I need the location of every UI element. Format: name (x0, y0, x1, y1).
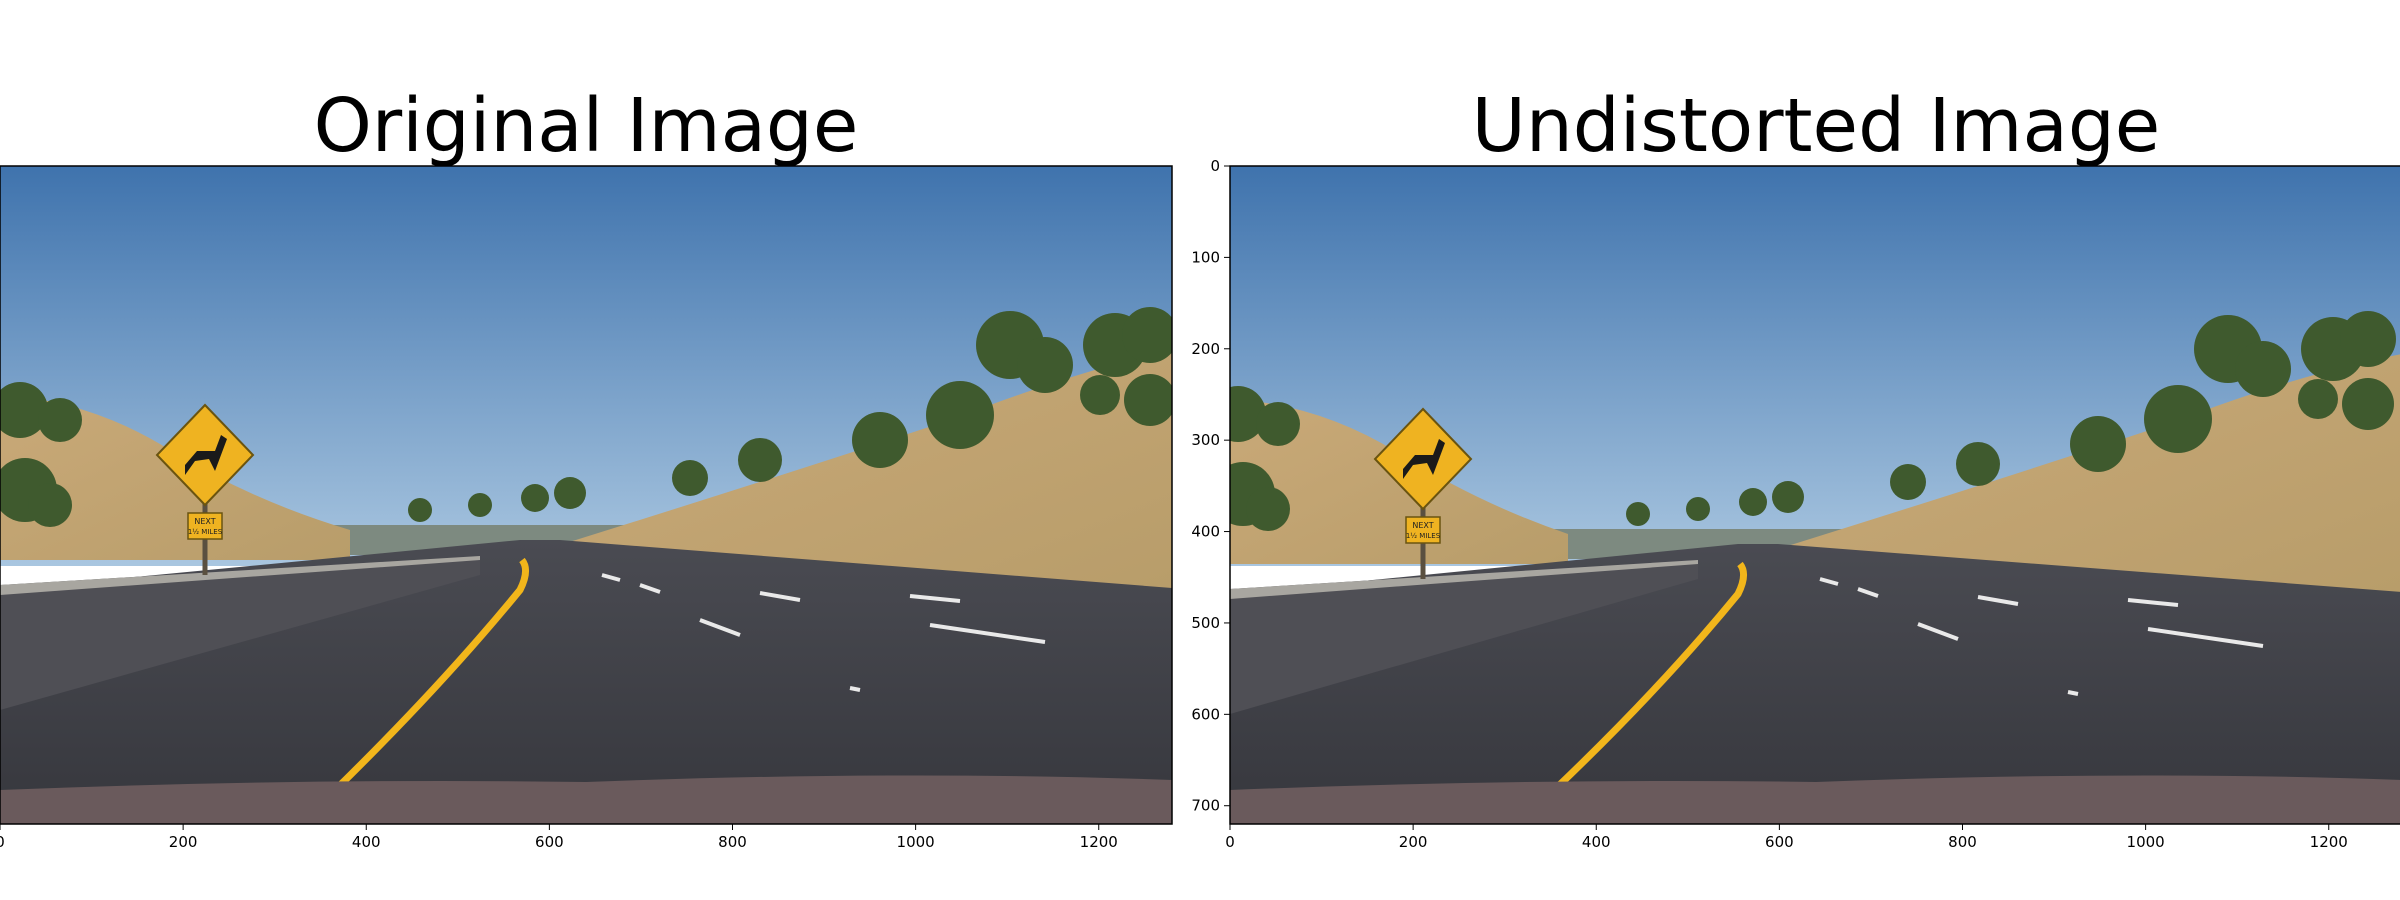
x-tick-label: 400 (1582, 833, 1611, 851)
lane-dash (699, 618, 741, 637)
x-tick-label: 600 (535, 833, 564, 851)
deer-icon (1403, 439, 1445, 479)
y-tick-label: 500 (1191, 614, 1220, 632)
original-image-panel: Original Image NEXT 1½ MILES 0 200 400 600 800… (0, 83, 1173, 851)
yellow-lane-line (1515, 561, 1747, 824)
y-tick-label: 100 (1191, 248, 1220, 266)
tree (1890, 464, 1926, 500)
y-tick-label: 400 (1191, 523, 1220, 541)
tree (468, 493, 492, 517)
barrier-top (1230, 560, 1698, 599)
y-tick-label: 600 (1191, 705, 1220, 723)
y-tick-label: 200 (1191, 340, 1220, 358)
tree (1772, 481, 1804, 513)
tree (2070, 416, 2126, 472)
lane-dash (759, 591, 801, 602)
undistorted-image-plot: NEXT 1½ MILES 0 200 400 600 800 1000 1200 0 100 200… (1191, 157, 2400, 851)
tree (1256, 402, 1300, 446)
tree (1626, 502, 1650, 526)
barrier-top (0, 556, 480, 595)
tree (1686, 497, 1710, 521)
median-barrier (1230, 560, 1698, 714)
road-photo: NEXT 1½ MILES (1230, 166, 2400, 824)
tree (2235, 341, 2291, 397)
plate-text-line1: NEXT (1412, 521, 1433, 530)
tree (1739, 488, 1767, 516)
tree (1956, 442, 2000, 486)
x-tick-label: 1200 (1080, 833, 1118, 851)
x-tick-label: 1000 (897, 833, 935, 851)
tree (852, 412, 908, 468)
x-tick-label: 1000 (2127, 833, 2165, 851)
lane-dash (639, 583, 661, 594)
x-tick-label: 600 (1765, 833, 1794, 851)
car-hood (1230, 775, 2400, 824)
x-tick-label: 200 (1399, 833, 1428, 851)
lane-dash (601, 573, 621, 582)
x-tick-label: 800 (718, 833, 747, 851)
image-frame (0, 165, 1173, 825)
right-hillside (560, 350, 1172, 590)
lane-dash (909, 594, 961, 603)
lane-dash (1857, 587, 1879, 598)
tree (2298, 379, 2338, 419)
y-tick-label: 700 (1191, 797, 1220, 815)
tree (0, 382, 48, 438)
y-tick-label: 0 (1210, 157, 1220, 175)
lane-dash (929, 623, 1046, 644)
panel-title-undistorted: Undistorted Image (1471, 83, 2161, 169)
tree (672, 460, 708, 496)
tree (2342, 378, 2394, 430)
tree (1080, 375, 1120, 415)
lane-dash (1917, 622, 1959, 641)
road-photo: NEXT 1½ MILES (0, 166, 1172, 824)
tree (1122, 307, 1172, 363)
lane-dash (849, 686, 861, 692)
tree (38, 398, 82, 442)
lane-dash (1819, 577, 1839, 586)
x-tick-label: 1200 (2310, 833, 2348, 851)
lane-dash (2127, 598, 2179, 607)
x-tick-label: 800 (1948, 833, 1977, 851)
lane-dash (2147, 627, 2264, 648)
panel-title-original: Original Image (313, 83, 859, 169)
y-tick-label: 300 (1191, 431, 1220, 449)
plate-text-line1: NEXT (194, 517, 215, 526)
x-tick-label: 0 (0, 833, 5, 851)
original-image-plot: NEXT 1½ MILES 0 200 400 600 800 1000 1200 (0, 165, 1173, 851)
plate-text-line2: 1½ MILES (188, 528, 223, 536)
undistorted-image-panel: Undistorted Image NEXT 1½ MILES 0 200 400 600… (1191, 0, 2400, 900)
tree (2340, 311, 2396, 367)
median-barrier (0, 556, 480, 710)
tree (926, 381, 994, 449)
tree (1246, 487, 1290, 531)
plate-text-line2: 1½ MILES (1406, 532, 1441, 540)
lane-dash (2067, 690, 2079, 696)
tree (1124, 374, 1172, 426)
tree (28, 483, 72, 527)
x-tick-label: 200 (169, 833, 198, 851)
left-hillside (0, 395, 350, 560)
yellow-lane-line (297, 557, 529, 824)
tree (554, 477, 586, 509)
image-frame (1229, 165, 2400, 825)
deer-icon (185, 435, 227, 475)
tree (1017, 337, 1073, 393)
tree (521, 484, 549, 512)
tree (738, 438, 782, 482)
right-hillside (1778, 354, 2400, 594)
distance-plate (187, 512, 223, 540)
tree (2144, 385, 2212, 453)
distance-plate (1405, 516, 1441, 544)
tree (408, 498, 432, 522)
lane-dash (1977, 595, 2019, 606)
x-tick-label: 0 (1225, 833, 1235, 851)
car-hood (0, 775, 1172, 824)
x-tick-label: 400 (352, 833, 381, 851)
